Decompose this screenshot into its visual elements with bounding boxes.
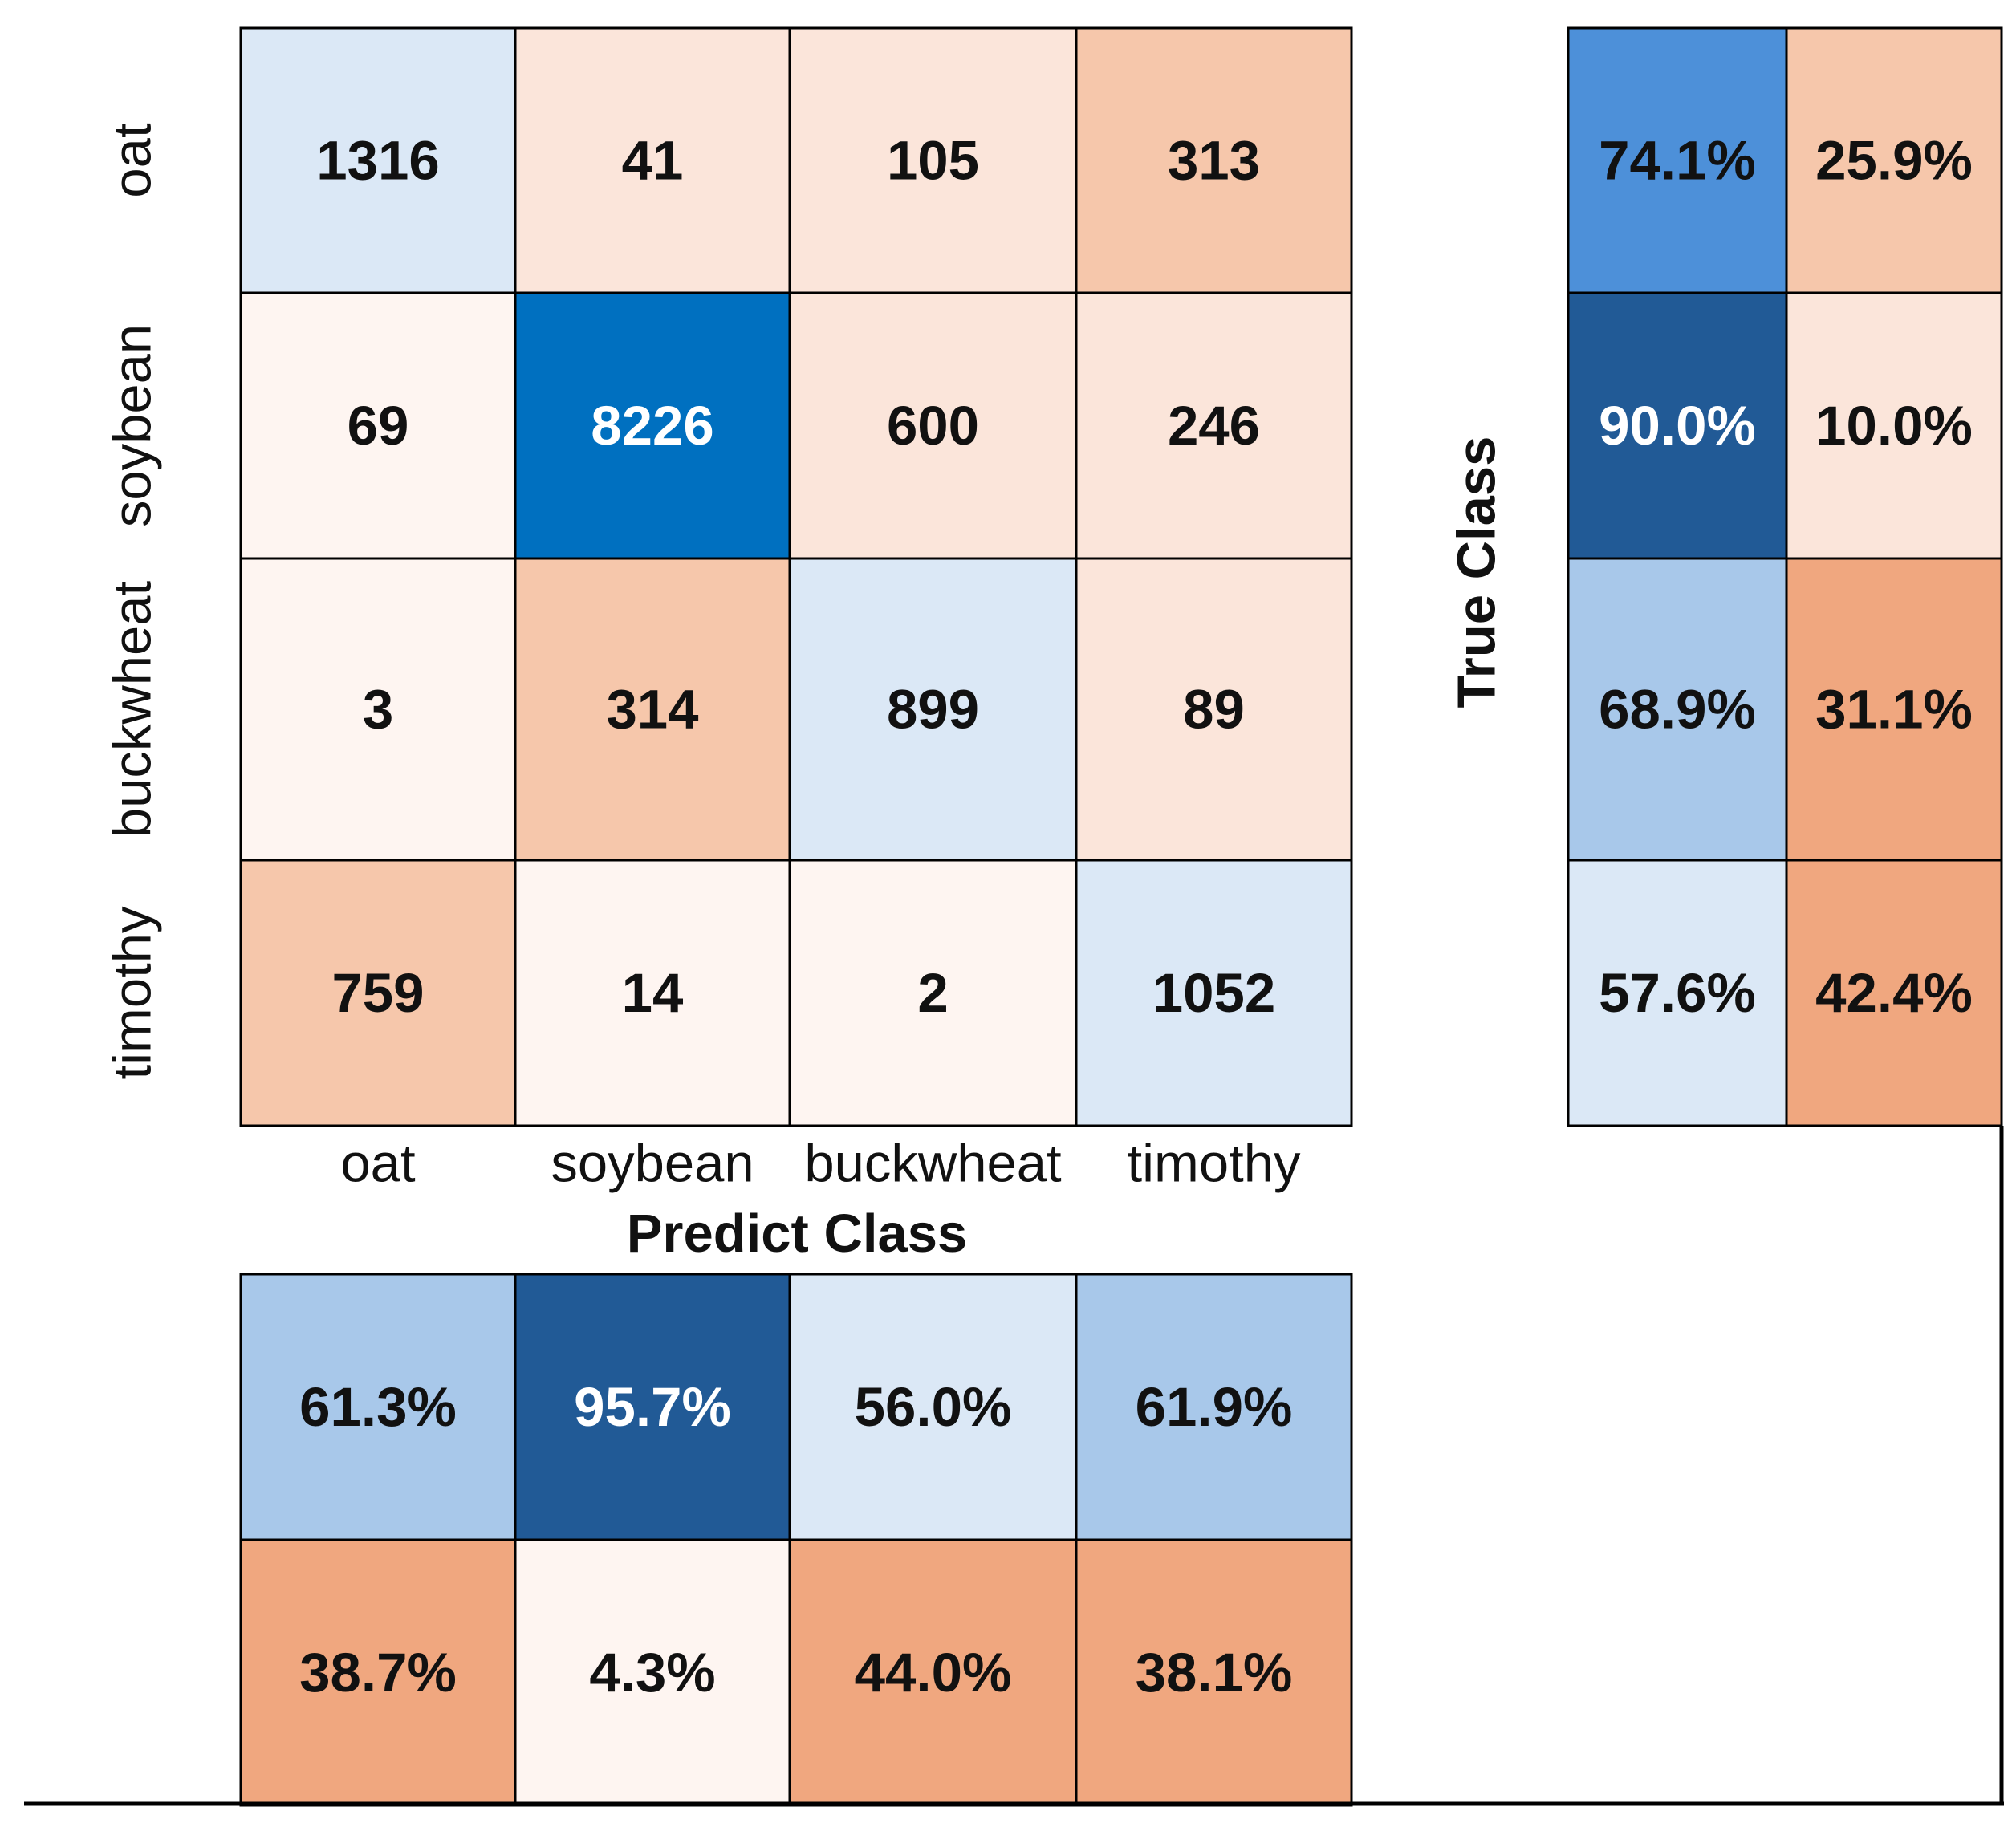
row-summary-soybean-correct-rect (1567, 291, 1788, 560)
row-summary-oat-correct-rect (1567, 26, 1788, 294)
cell-soybean-buckwheat-label: 600 (887, 395, 979, 457)
row-summary-timothy-incorrect-label: 42.4% (1815, 962, 1973, 1024)
cell-timothy-buckwheat-label: 2 (917, 962, 948, 1024)
cell-soybean-timothy-label: 246 (1168, 395, 1260, 457)
cell-timothy-soybean-rect (514, 859, 791, 1127)
cell-timothy-timothy-rect (1075, 859, 1353, 1127)
x-tick-labels: oat soybean buckwheat timothy (340, 1134, 1301, 1194)
y-tick-oat: oat (103, 123, 163, 198)
row-summary-buckwheat-correct-rect (1567, 557, 1788, 862)
row-summary-buckwheat-correct-label: 68.9% (1599, 679, 1756, 741)
cell-oat-soybean-label: 41 (622, 130, 684, 192)
col-summary-oat-correct-rect (239, 1273, 517, 1541)
cell-soybean-oat-label: 69 (348, 395, 409, 457)
y-tick-buckwheat: buckwheat (103, 580, 163, 838)
cell-timothy-oat-rect (239, 859, 517, 1127)
col-summary-buckwheat-incorrect-label: 44.0% (855, 1642, 1012, 1703)
x-tick-timothy: timothy (1128, 1134, 1301, 1194)
cell-timothy-oat-label: 759 (331, 962, 424, 1024)
row-summary-soybean-correct-label: 90.0% (1599, 395, 1756, 457)
cell-buckwheat-soybean-rect (514, 557, 791, 862)
row-summary-buckwheat-incorrect-label: 31.1% (1815, 679, 1973, 741)
col-summary-buckwheat-correct-rect (788, 1273, 1078, 1541)
row-summary-oat-incorrect-label: 25.9% (1815, 130, 1973, 192)
row-summary-timothy-correct-rect (1567, 859, 1788, 1127)
cell-oat-timothy-rect (1075, 26, 1353, 294)
col-summary-timothy-incorrect-label: 38.1% (1136, 1642, 1293, 1703)
y-axis-title: True Class (1447, 436, 1507, 708)
cell-soybean-soybean-rect (514, 291, 791, 560)
column-summary-matrix: 61.3% 95.7% 56.0% 61.9% 38.7% 4.3% 44.0% 38.1% (239, 1273, 1353, 1807)
cell-oat-oat-rect (239, 26, 517, 294)
cell-buckwheat-oat-label: 3 (363, 679, 393, 741)
cell-buckwheat-timothy-label: 89 (1183, 679, 1245, 741)
cell-soybean-oat-rect (239, 291, 517, 560)
col-summary-oat-incorrect-label: 38.7% (299, 1642, 457, 1703)
row-summary-buckwheat-incorrect-rect (1785, 557, 2003, 862)
col-summary-buckwheat-incorrect-rect (788, 1538, 1078, 1807)
x-tick-oat: oat (340, 1134, 416, 1194)
cell-timothy-timothy-label: 1052 (1152, 962, 1276, 1024)
row-summary-oat-correct-label: 74.1% (1599, 130, 1756, 192)
x-tick-soybean: soybean (551, 1134, 754, 1194)
col-summary-soybean-incorrect-label: 4.3% (589, 1642, 715, 1703)
cell-timothy-soybean-label: 14 (622, 962, 684, 1024)
col-summary-oat-incorrect-rect (239, 1538, 517, 1807)
y-tick-labels: oat soybean buckwheat timothy (103, 123, 163, 1079)
cell-soybean-timothy-rect (1075, 291, 1353, 560)
x-tick-buckwheat: buckwheat (804, 1134, 1062, 1194)
row-summary-soybean-incorrect-rect (1785, 291, 2003, 560)
cell-buckwheat-timothy-rect (1075, 557, 1353, 862)
row-summary-matrix: 74.1% 25.9% 90.0% 10.0% 68.9% 31.1% 57.6% 42.4% (1567, 26, 2003, 1127)
y-tick-soybean: soybean (103, 324, 163, 527)
cell-soybean-soybean-label: 8226 (591, 395, 714, 457)
cell-oat-oat-label: 1316 (316, 130, 440, 192)
col-summary-oat-correct-label: 61.3% (299, 1376, 457, 1438)
main-matrix: 1316 41 105 313 69 8226 600 246 3 314 899 89 759 14 2 1… (239, 26, 1353, 1127)
cell-oat-timothy-label: 313 (1168, 130, 1260, 192)
cell-buckwheat-soybean-label: 314 (606, 679, 698, 741)
cell-oat-soybean-rect (514, 26, 791, 294)
col-summary-timothy-correct-label: 61.9% (1136, 1376, 1293, 1438)
cell-timothy-buckwheat-rect (788, 859, 1078, 1127)
row-summary-timothy-correct-label: 57.6% (1599, 962, 1756, 1024)
row-summary-oat-incorrect-rect (1785, 26, 2003, 294)
row-summary-timothy-incorrect-rect (1785, 859, 2003, 1127)
col-summary-timothy-correct-rect (1075, 1273, 1353, 1541)
x-axis-title: Predict Class (627, 1204, 968, 1264)
col-summary-soybean-correct-label: 95.7% (574, 1376, 731, 1438)
cell-oat-buckwheat-label: 105 (887, 130, 979, 192)
col-summary-buckwheat-correct-label: 56.0% (855, 1376, 1012, 1438)
y-tick-timothy: timothy (103, 906, 163, 1079)
cell-buckwheat-buckwheat-label: 899 (887, 679, 979, 741)
cell-oat-buckwheat-rect (788, 26, 1078, 294)
row-summary-soybean-incorrect-label: 10.0% (1815, 395, 1973, 457)
